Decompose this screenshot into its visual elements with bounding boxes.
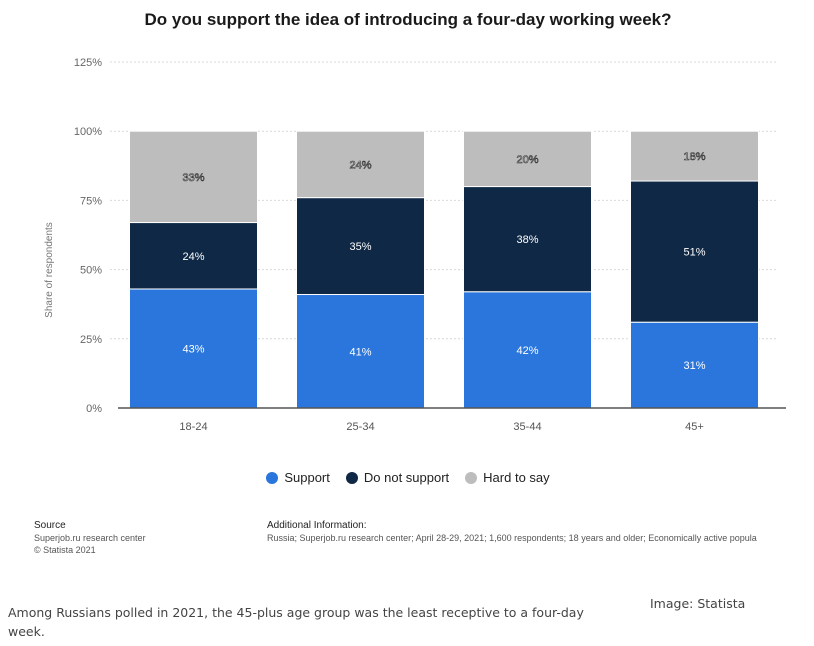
bar-segment [463, 186, 592, 293]
y-tick-label: 0% [86, 403, 102, 415]
additional-info-block: Additional Information: Russia; Superjob… [267, 520, 808, 544]
data-label: 51% [683, 247, 705, 259]
x-tick-label: 35-44 [513, 421, 541, 433]
legend-item[interactable]: Hard to say [465, 470, 550, 485]
bar-segment [129, 222, 258, 290]
bar-segment [129, 130, 258, 224]
bar-segment [463, 130, 592, 188]
legend-label: Hard to say [483, 470, 550, 485]
data-label: 42% [516, 345, 538, 357]
x-tick-label: 25-34 [346, 421, 374, 433]
data-label: 41% [349, 346, 371, 358]
data-label: 24% [349, 159, 371, 171]
data-label: 43% [182, 343, 204, 355]
chart-title: Do you support the idea of introducing a… [144, 10, 672, 29]
chart-figure: Do you support the idea of introducing a… [8, 0, 808, 588]
y-axis-title: Share of respondents [44, 222, 55, 318]
data-label: 18% [683, 151, 705, 163]
legend-item[interactable]: Support [266, 470, 330, 485]
additional-info-heading: Additional Information: [267, 520, 367, 531]
source-line: Superjob.ru research center [34, 533, 146, 543]
legend-swatch [345, 471, 358, 484]
bar-segment [463, 291, 592, 409]
data-label: 24% [182, 251, 204, 263]
source-heading: Source [34, 520, 66, 531]
y-tick-label: 100% [74, 126, 102, 138]
image-credit: Image: Statista [650, 596, 746, 611]
y-tick-label: 125% [74, 57, 102, 69]
image-caption: Among Russians polled in 2021, the 45-pl… [8, 605, 584, 639]
y-tick-label: 25% [80, 334, 102, 346]
data-label: 35% [349, 241, 371, 253]
data-label: 33% [182, 172, 204, 184]
x-tick-label: 45+ [685, 421, 704, 433]
y-tick-label: 50% [80, 265, 102, 277]
x-tick-label: 18-24 [179, 421, 207, 433]
chart-plot-area: 0% 25% 50% 75% 100% 125% Share of respondents 4… [44, 57, 786, 433]
data-label: 20% [516, 154, 538, 166]
chart-legend: Support Do not support Hard to say [8, 470, 808, 485]
additional-info-text: Russia; Superjob.ru research center; Apr… [267, 533, 757, 543]
legend-label: Do not support [363, 470, 450, 485]
legend-swatch [465, 471, 478, 484]
bar-segment [630, 130, 759, 182]
data-label: 31% [683, 360, 705, 372]
y-tick-label: 75% [80, 195, 102, 207]
bar-segment [630, 180, 759, 323]
bar-segment [296, 130, 425, 199]
copyright-line: © Statista 2021 [34, 545, 96, 555]
data-label: 38% [516, 234, 538, 246]
legend-item[interactable]: Do not support [345, 470, 450, 485]
bar-segment [630, 321, 759, 409]
source-block: Source Superjob.ru research center © Sta… [34, 520, 146, 556]
legend-swatch [266, 471, 279, 484]
legend-label: Support [284, 470, 330, 485]
bar-segment [129, 288, 258, 409]
